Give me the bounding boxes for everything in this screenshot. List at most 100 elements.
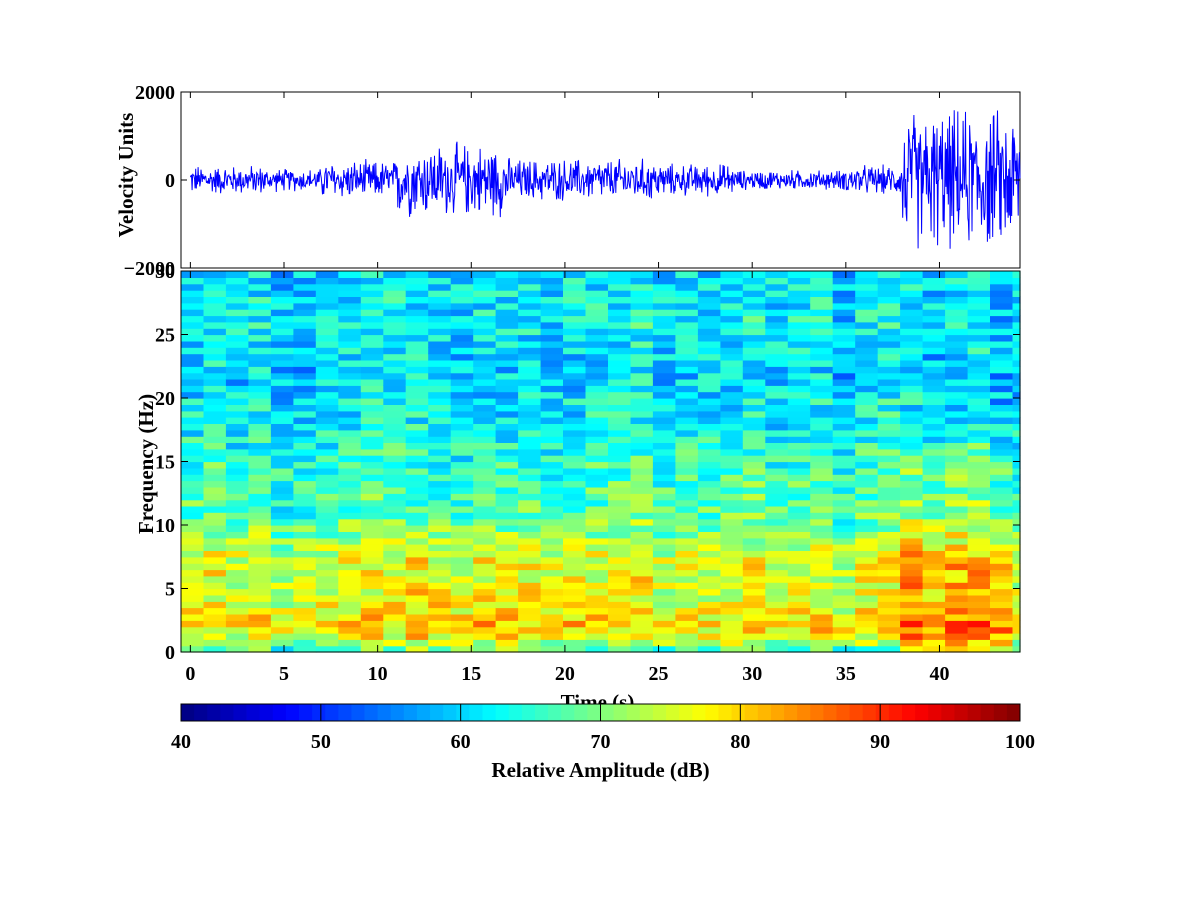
spectrogram-cell: [990, 271, 1014, 278]
spectrogram-cell: [608, 378, 632, 386]
spectrogram-cell: [225, 290, 249, 297]
spectrogram-cell: [518, 594, 542, 602]
spectrogram-cell: [518, 423, 542, 431]
spectrogram-cells: [181, 271, 1021, 653]
spectrogram-cell: [248, 620, 272, 628]
spectrogram-cell: [1012, 315, 1021, 323]
spectrogram-cell: [922, 512, 946, 520]
spectrogram-cell: [203, 347, 227, 355]
colorbar-tick-label: 70: [591, 731, 611, 753]
spectrogram-cell: [765, 442, 789, 450]
spectrogram-cell: [563, 512, 587, 520]
spectrogram-cell: [383, 417, 407, 424]
spectrogram-cell: [585, 493, 609, 501]
spectrogram-cell: [810, 613, 834, 621]
spectrogram-cell: [383, 366, 407, 374]
spectrogram-cell: [585, 455, 609, 463]
spectrogram-cell: [225, 512, 249, 520]
spectrogram-cell: [1012, 442, 1021, 450]
spectrogram-cell: [540, 486, 564, 494]
spectrogram-cell: [967, 512, 991, 520]
spectrogram-cell: [181, 455, 205, 463]
colorbar-gradient: [181, 704, 1021, 721]
spectrogram-cell: [181, 271, 205, 278]
spectrogram-cell: [293, 563, 317, 571]
spectrogram-cell: [810, 359, 834, 367]
spectrogram-cell: [900, 417, 924, 424]
spectrogram-cell: [630, 512, 654, 520]
spectrogram-cell: [742, 448, 766, 456]
spectrogram-cell: [225, 601, 249, 609]
spectrogram-cell: [563, 607, 587, 615]
spectrogram-cell: [315, 328, 339, 336]
spectrogram-cell: [855, 613, 879, 621]
spectrogram-cell: [742, 556, 766, 564]
spectrogram-cell: [450, 563, 474, 571]
colorbar-cell: [836, 704, 850, 721]
spectrogram-x-tick-label: 40: [929, 663, 949, 685]
spectrogram-cell: [383, 283, 407, 291]
spectrogram-cell: [428, 359, 452, 367]
spectrogram-cell: [900, 315, 924, 323]
spectrogram-cell: [967, 531, 991, 539]
spectrogram-cell: [675, 467, 699, 475]
spectrogram-cell: [630, 302, 654, 310]
spectrogram-cell: [697, 366, 721, 374]
spectrogram-cell: [990, 594, 1014, 602]
spectrogram-cell: [203, 391, 227, 399]
spectrogram-cell: [203, 518, 227, 526]
spectrogram-cell: [608, 429, 632, 437]
colorbar-cell: [744, 704, 759, 721]
spectrogram-cell: [720, 290, 744, 297]
spectrogram-cell: [720, 347, 744, 355]
spectrogram-cell: [787, 544, 811, 551]
spectrogram-cell: [810, 639, 834, 647]
spectrogram-cell: [428, 512, 452, 520]
spectrogram-cell: [1012, 359, 1021, 367]
spectrogram-cell: [608, 582, 632, 590]
spectrogram-cell: [787, 372, 811, 380]
spectrogram-cell: [518, 366, 542, 374]
spectrogram-cell: [383, 512, 407, 520]
spectrogram-cell: [945, 410, 969, 418]
spectrogram-cell: [630, 505, 654, 513]
spectrogram-cell: [270, 588, 294, 596]
spectrogram-cell: [787, 613, 811, 621]
spectrogram-cell: [203, 537, 227, 545]
spectrogram-cell: [652, 353, 676, 361]
spectrogram-cell: [855, 398, 879, 405]
spectrogram-cell: [652, 575, 676, 583]
spectrogram-cell: [563, 467, 587, 475]
colorbar-cell: [548, 704, 562, 721]
spectrogram-cell: [967, 321, 991, 329]
spectrogram-cell: [652, 378, 676, 386]
spectrogram-cell: [742, 359, 766, 367]
spectrogram-cell: [652, 461, 676, 469]
spectrogram-cell: [450, 493, 474, 501]
spectrogram-cell: [270, 429, 294, 437]
spectrogram-cell: [225, 448, 249, 456]
spectrogram-cell: [810, 582, 834, 590]
spectrogram-cell: [945, 480, 969, 488]
spectrogram-cell: [675, 455, 699, 463]
spectrogram-cell: [248, 569, 272, 577]
spectrogram-cell: [495, 461, 519, 469]
spectrogram-cell: [990, 448, 1014, 456]
spectrogram-cell: [765, 404, 789, 412]
spectrogram-cell: [945, 518, 969, 526]
spectrogram-cell: [540, 645, 564, 653]
spectrogram-cell: [585, 607, 609, 615]
spectrogram-cell: [900, 467, 924, 475]
spectrogram-cell: [585, 563, 609, 571]
spectrogram-cell: [473, 296, 497, 304]
spectrogram-cell: [360, 442, 384, 450]
spectrogram-cell: [495, 493, 519, 501]
spectrogram-cell: [338, 404, 362, 412]
spectrogram-cell: [877, 588, 901, 596]
spectrogram-cell: [900, 620, 924, 628]
spectrogram-cell: [248, 296, 272, 304]
spectrogram-cell: [877, 328, 901, 336]
spectrogram-cell: [585, 436, 609, 443]
spectrogram-cell: [495, 537, 519, 545]
spectrogram-cell: [450, 290, 474, 297]
